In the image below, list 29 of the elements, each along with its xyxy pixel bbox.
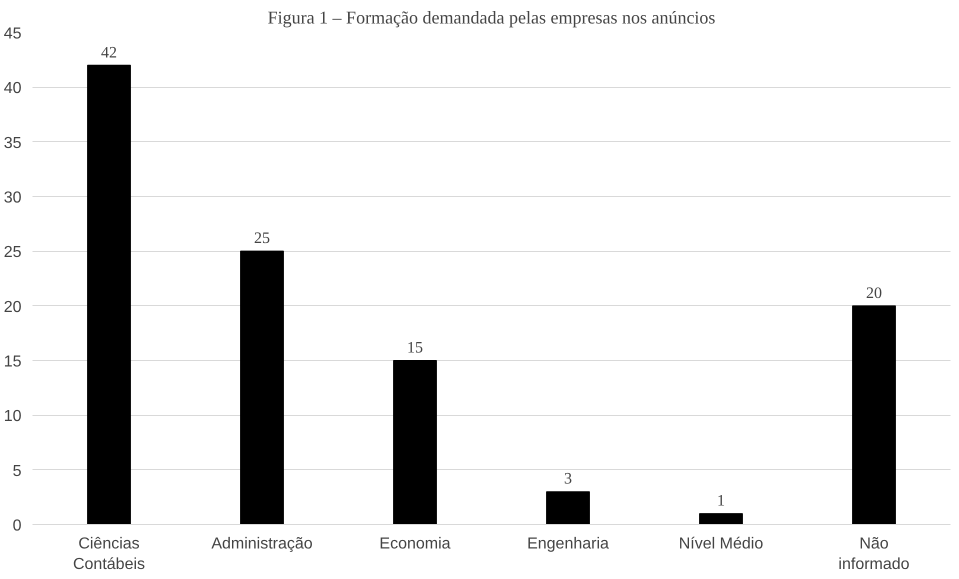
y-tick-label: 45 xyxy=(4,26,22,42)
data-label: 15 xyxy=(407,340,423,356)
chart-title: Figura 1 – Formação demandada pelas empresas nos anúncios xyxy=(268,8,716,28)
y-tick-label: 10 xyxy=(4,408,22,426)
data-label: 42 xyxy=(101,44,117,62)
y-tick-label: 40 xyxy=(4,80,22,98)
y-tick-label: 35 xyxy=(4,134,22,152)
y-tick-label: 25 xyxy=(4,244,22,262)
x-tick-label: Administração xyxy=(211,536,313,552)
x-tick-label: Ciências Contábeis xyxy=(72,536,146,573)
bar xyxy=(699,513,743,524)
bar xyxy=(240,250,284,524)
y-tick-label: 30 xyxy=(4,190,22,206)
y-tick-label: 20 xyxy=(4,298,22,316)
x-tick-label: Economia xyxy=(379,536,451,552)
bar xyxy=(852,305,896,524)
bar xyxy=(393,360,437,524)
x-tick-label: Nível Médio xyxy=(678,536,764,552)
data-label: 20 xyxy=(866,284,882,302)
bar xyxy=(546,491,590,524)
y-tick-label: 0 xyxy=(12,518,22,534)
data-label: 25 xyxy=(254,230,270,248)
y-tick-label: 5 xyxy=(12,462,22,480)
x-tick-label: Engenharia xyxy=(527,536,610,552)
data-label: 3 xyxy=(564,470,572,488)
bar xyxy=(87,64,131,524)
data-label: 1 xyxy=(717,492,725,510)
x-tick-label: Não informado xyxy=(838,536,910,573)
y-tick-label: 15 xyxy=(4,354,22,370)
